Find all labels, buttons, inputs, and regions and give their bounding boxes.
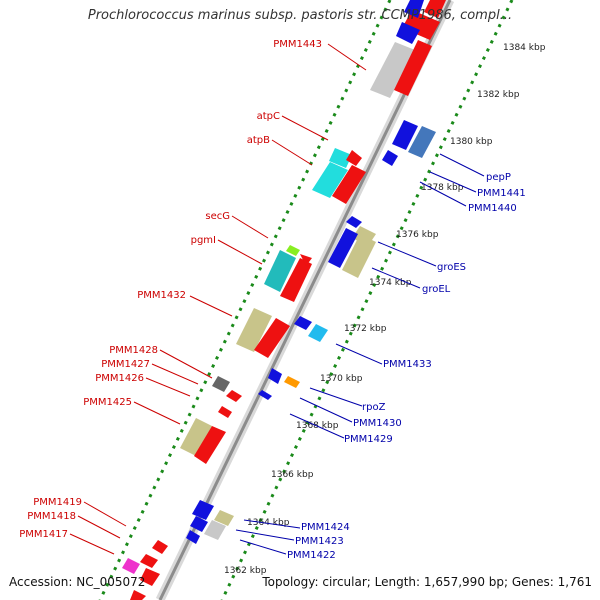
gene-reverse-blue-2 — [190, 516, 208, 532]
tick-1378: 1378 kbp — [421, 183, 464, 193]
gene-pmm1417 — [122, 558, 140, 574]
gene-pmm1419 — [152, 540, 168, 554]
label-pmm1441: PMM1441 — [477, 188, 526, 199]
gene-reverse-blue-tip — [346, 216, 362, 228]
tick-1376: 1376 kbp — [396, 230, 439, 240]
gene-pgmi-block — [264, 250, 296, 292]
label-pmm1429: PMM1429 — [344, 434, 393, 445]
gene-pmm1427 — [226, 390, 242, 402]
gene-pepp — [392, 120, 418, 150]
label-groel: groEL — [422, 284, 451, 295]
reverse-labels: pepP PMM1441 PMM1440 groES groEL PMM1433… — [287, 172, 526, 561]
gene-pmm1440 — [382, 150, 398, 166]
map-title: Prochlorococcus marinus subsp. pastoris … — [87, 8, 513, 23]
tick-1370: 1370 kbp — [320, 374, 363, 384]
forward-genes — [122, 0, 446, 600]
gene-forward-red — [394, 40, 432, 96]
tick-1372: 1372 kbp — [344, 324, 387, 334]
gene-pmm1425-block — [180, 418, 212, 456]
gene-pmm1424 — [214, 510, 234, 526]
tick-1362: 1362 kbp — [224, 566, 267, 576]
gene-groel-blue — [328, 228, 358, 268]
gene-atpc-block — [329, 148, 352, 168]
gene-pmm1426 — [218, 406, 232, 418]
gene-pmm1429 — [258, 390, 272, 400]
label-pmm1424: PMM1424 — [301, 522, 350, 533]
gene-pmm1432-block — [236, 308, 272, 352]
label-atpc: atpC — [257, 111, 280, 122]
gene-forward-bottom-red — [140, 568, 160, 586]
label-pmm1432: PMM1432 — [137, 290, 186, 301]
gene-forward-top-red-2 — [424, 0, 446, 18]
forward-leaders — [69, 43, 367, 555]
label-groes: groES — [437, 262, 466, 273]
gene-pmm1433-blue — [294, 316, 312, 330]
label-pmm1423: PMM1423 — [295, 536, 344, 547]
gene-pmm1425-red — [194, 426, 226, 464]
label-pmm1443: PMM1443 — [273, 39, 322, 50]
backbone — [158, 0, 452, 600]
gene-atpb-red — [332, 165, 366, 204]
gene-forward-top-red-1 — [402, 10, 440, 40]
label-pmm1422: PMM1422 — [287, 550, 336, 561]
summary-text: Topology: circular; Length: 1,657,990 bp… — [262, 575, 592, 589]
label-pmm1417: PMM1417 — [19, 529, 68, 540]
tick-1380: 1380 kbp — [450, 137, 493, 147]
tick-1384: 1384 kbp — [503, 43, 546, 53]
gene-pmm1433 — [308, 324, 328, 342]
gene-pgmi-red — [280, 258, 312, 302]
gene-reverse-top-blue — [396, 22, 420, 44]
gene-pmm1443-block — [370, 42, 415, 98]
label-rpoz: rpoZ — [362, 402, 386, 413]
reverse-genes — [186, 22, 436, 544]
label-atpb: atpB — [247, 135, 270, 146]
label-pmm1430: PMM1430 — [353, 418, 402, 429]
gene-pmm1430 — [268, 368, 282, 384]
gene-forward-bottom-red-2 — [130, 590, 146, 600]
label-pmm1428: PMM1428 — [109, 345, 158, 356]
label-pmm1426: PMM1426 — [95, 373, 144, 384]
gene-rpoz — [284, 376, 300, 388]
label-pmm1427: PMM1427 — [101, 359, 150, 370]
accession-text: Accession: NC_005072 — [9, 575, 146, 589]
gene-pmm1432-red — [254, 318, 290, 358]
outer-dotted-track — [98, 0, 392, 600]
gene-pgmi-red-tip — [300, 254, 312, 266]
tick-1366: 1366 kbp — [271, 470, 314, 480]
label-pgmi: pgmI — [191, 235, 216, 246]
label-secg: secG — [205, 211, 230, 222]
gene-atpc-red — [346, 150, 362, 166]
tick-1374: 1374 kbp — [369, 278, 412, 288]
gene-pmm1422 — [192, 500, 214, 520]
tick-1382: 1382 kbp — [477, 90, 520, 100]
gene-pmm1441 — [408, 126, 436, 158]
gene-groel-block — [342, 234, 376, 278]
label-pmm1418: PMM1418 — [27, 511, 76, 522]
inner-dotted-track — [220, 0, 514, 600]
label-pmm1433: PMM1433 — [383, 359, 432, 370]
gene-secg — [286, 245, 300, 256]
label-pmm1425: PMM1425 — [83, 397, 132, 408]
gene-atpb-block — [312, 162, 348, 198]
gene-pmm1428 — [212, 376, 230, 392]
label-pmm1419: PMM1419 — [33, 497, 82, 508]
reverse-leaders — [235, 153, 485, 555]
gene-pmm1418 — [140, 554, 158, 568]
label-pmm1440: PMM1440 — [468, 203, 517, 214]
gene-reverse-blue-3 — [186, 530, 200, 544]
forward-labels: PMM1443 atpC atpB secG pgmI PMM1432 PMM1… — [19, 39, 322, 540]
label-pepp: pepP — [486, 172, 511, 183]
gene-pmm1423 — [204, 520, 226, 540]
gene-forward-top-blue — [404, 0, 424, 18]
